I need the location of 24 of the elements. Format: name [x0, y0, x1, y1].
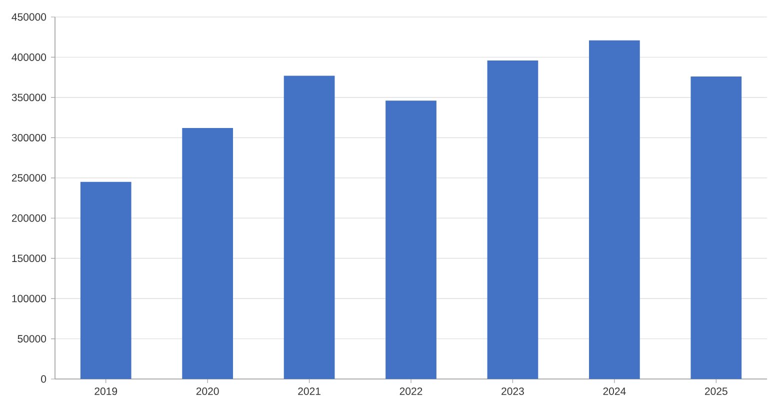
x-tick-label: 2020 — [196, 388, 219, 395]
y-tick-label: 50000 — [18, 335, 46, 342]
y-tick-label: 0 — [41, 375, 46, 383]
x-tick-label: 2022 — [400, 388, 422, 395]
y-tick-label: 450000 — [12, 13, 46, 21]
y-tick-label: 200000 — [12, 214, 46, 222]
y-tick-label: 100000 — [12, 294, 46, 302]
y-tick-label: 300000 — [12, 134, 46, 142]
x-tick-label: 2023 — [502, 388, 524, 395]
bar — [487, 60, 538, 379]
bar — [80, 182, 132, 379]
y-tick-label: 250000 — [12, 174, 46, 182]
bar — [589, 40, 640, 379]
y-tick-label: 150000 — [12, 254, 46, 262]
x-tick-label: 2021 — [298, 388, 320, 395]
y-tick-label: 400000 — [12, 54, 46, 61]
bar — [284, 76, 335, 379]
bar — [386, 100, 436, 379]
y-tick-label: 350000 — [12, 94, 46, 102]
x-tick-label: 2025 — [705, 388, 728, 395]
x-tick-label: 2024 — [603, 388, 626, 395]
bar — [690, 76, 742, 379]
bar — [182, 128, 233, 379]
x-tick-label: 2019 — [94, 388, 118, 395]
